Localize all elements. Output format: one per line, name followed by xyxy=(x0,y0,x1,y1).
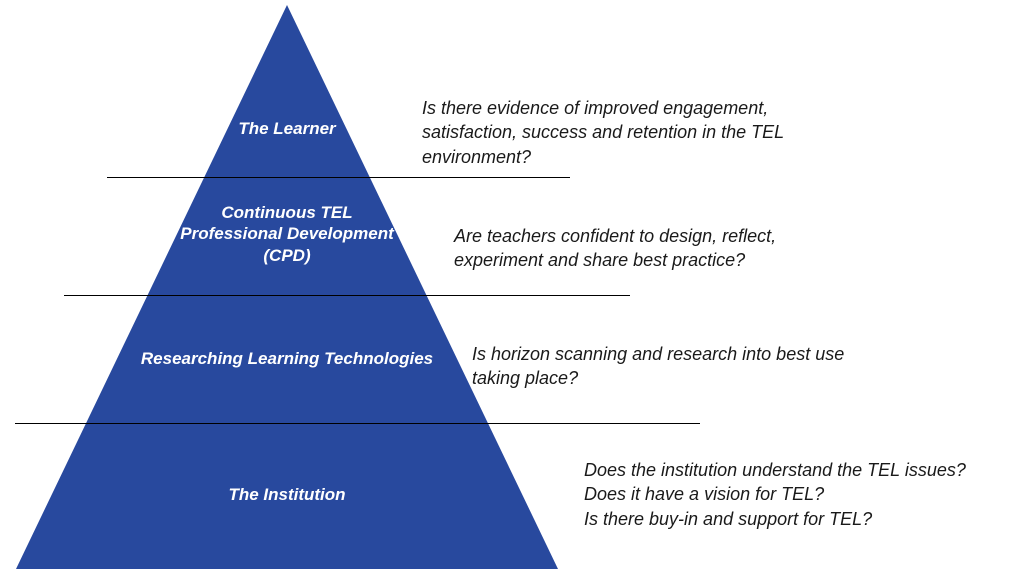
annotation-cpd: Are teachers confident to design, reflec… xyxy=(454,224,844,273)
tier-label-cpd: Continuous TEL Professional Development … xyxy=(175,202,399,266)
annotation-institution: Does the institution understand the TEL … xyxy=(584,458,1014,531)
tier-label-research: Researching Learning Technologies xyxy=(110,348,464,369)
tier-divider-3 xyxy=(15,423,700,424)
annotation-learner: Is there evidence of improved engagement… xyxy=(422,96,852,169)
tier-divider-2 xyxy=(64,295,630,296)
tier-divider-1 xyxy=(107,177,570,178)
pyramid-diagram: The Learner Continuous TEL Professional … xyxy=(0,0,1024,578)
annotation-research: Is horizon scanning and research into be… xyxy=(472,342,882,391)
tier-label-learner: The Learner xyxy=(205,118,369,139)
tier-label-institution: The Institution xyxy=(175,484,399,505)
